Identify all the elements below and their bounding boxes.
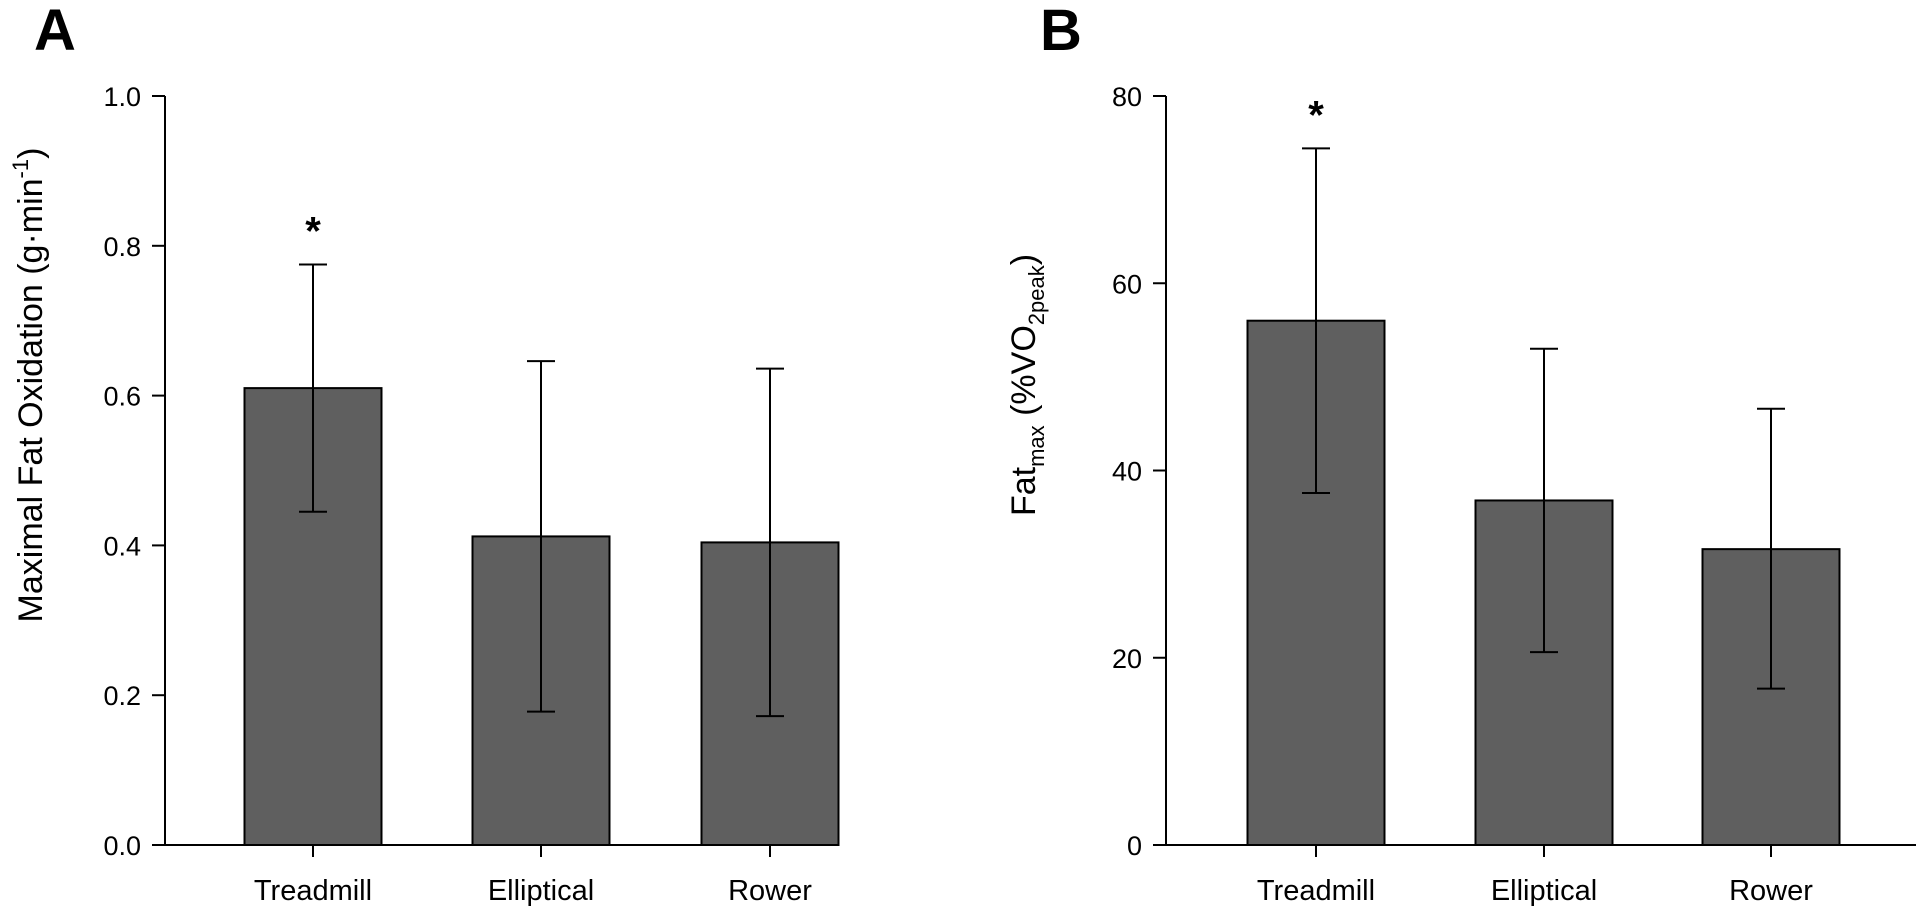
panel-a-significance-marker: * [305, 210, 321, 254]
panel-a-y-axis-label: Maximal Fat Oxidation (g·min-1) [8, 148, 50, 623]
panel-a-y-tick-label: 0.0 [103, 831, 141, 861]
panel-b-bars: * [1246, 93, 1841, 847]
panel-a-y-tick-label: 0.4 [103, 531, 141, 561]
panel-a-y-axis-label-end: ) [12, 148, 50, 159]
panel-a-y-tick-label: 0.6 [103, 382, 141, 412]
panel-b-label: B [1040, 0, 1082, 63]
panel-b-x-category-label: Treadmill [1257, 875, 1375, 907]
panel-b-y-axis-label: Fatmax (%VO2peak) [1005, 254, 1049, 516]
panel-b-x-category-label: Rower [1729, 875, 1813, 907]
panel-b-y-tick-label: 20 [1112, 644, 1142, 674]
panel-b-y-axis-label-mid: (%VO [1005, 325, 1043, 425]
panel-b-y-tick-label: 40 [1112, 457, 1142, 487]
panel-a-bars: * [243, 210, 840, 846]
panel-a-y-tick-label: 0.8 [103, 232, 141, 262]
panel-b-y-tick-label: 80 [1112, 82, 1142, 112]
panel-b-y-axis-label-sub2: 2peak [1024, 264, 1049, 325]
panel-b-y-axis-label-end: ) [1005, 254, 1043, 265]
panel-a: A Maximal Fat Oxidation (g·min-1) 0.0 0.2… [8, 0, 840, 907]
panel-b-y-tick-label: 60 [1112, 269, 1142, 299]
panel-b-y-tick-label: 0 [1127, 831, 1142, 861]
panel-a-label: A [34, 0, 76, 63]
panel-a-y-tick-label: 1.0 [103, 82, 141, 112]
panel-a-x-category-label: Treadmill [254, 875, 372, 907]
panel-a-axes: 0.0 0.2 0.4 0.6 0.8 1.0 Treadmill Elliptical Row… [103, 82, 812, 907]
panel-b-y-axis-label-sub: max [1024, 425, 1049, 467]
panel-a-x-category-label: Rower [728, 875, 812, 907]
panel-a-x-category-label: Elliptical [488, 875, 594, 907]
panel-b-x-category-label: Elliptical [1491, 875, 1597, 907]
panel-a-y-axis-label-sup: -1 [8, 159, 33, 179]
panel-a-y-tick-label: 0.2 [103, 681, 141, 711]
panel-b: B Fatmax (%VO2peak) 0 20 40 60 80 Treadmill El… [1005, 0, 1916, 907]
panel-b-significance-marker: * [1308, 93, 1324, 137]
